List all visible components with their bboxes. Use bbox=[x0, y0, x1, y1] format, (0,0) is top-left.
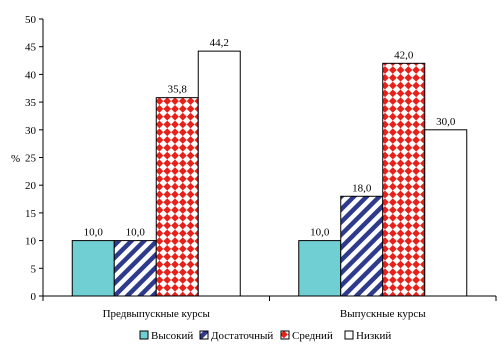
bar-1-1 bbox=[71, 240, 115, 297]
y-tick-label: 30 bbox=[25, 125, 37, 137]
data-label: 10,0 bbox=[126, 227, 146, 239]
axes: 0 5 10 15 20 25 30 35 40 45 50 Предвыпускные курсы В… bbox=[25, 14, 497, 320]
bar-3-2 bbox=[382, 62, 426, 297]
legend-swatch bbox=[199, 330, 209, 340]
y-tick-label: 50 bbox=[25, 14, 37, 26]
category-label: Предвыпускные курсы bbox=[103, 308, 211, 320]
category-label: Выпускные курсы bbox=[340, 308, 426, 320]
data-label: 44,2 bbox=[210, 37, 229, 49]
y-tick-label: 35 bbox=[25, 97, 37, 109]
legend-label: Высокий bbox=[151, 330, 193, 342]
data-label: 10,0 bbox=[84, 227, 104, 239]
y-tick-label: 20 bbox=[25, 180, 37, 192]
y-tick-label: 25 bbox=[25, 153, 37, 165]
y-tick-label: 15 bbox=[25, 208, 37, 220]
legend-label: Низкий bbox=[356, 330, 391, 342]
y-tick-label: 10 bbox=[25, 236, 37, 248]
data-label: 42,0 bbox=[394, 49, 414, 61]
bar-1-2 bbox=[298, 240, 342, 297]
bar-2-2 bbox=[340, 195, 384, 297]
y-axis-label: % bbox=[11, 153, 20, 165]
data-label: 30,0 bbox=[436, 116, 456, 128]
data-label: 35,8 bbox=[168, 84, 188, 96]
bar-3-1 bbox=[155, 97, 199, 297]
legend-label: Достаточный bbox=[211, 330, 273, 342]
bars bbox=[71, 50, 468, 297]
legend-swatch bbox=[139, 330, 149, 340]
legend-swatch bbox=[344, 330, 354, 340]
legend-label: Средний bbox=[292, 330, 333, 342]
bar-4-2 bbox=[424, 129, 468, 297]
y-tick-label: 45 bbox=[25, 42, 37, 54]
y-tick-label: 40 bbox=[25, 69, 37, 81]
y-tick-label: 0 bbox=[31, 291, 37, 303]
y-tick-label: 5 bbox=[31, 263, 37, 275]
value-labels: 10,0 10,0 35,8 44,2 10,0 18,0 42,0 30,0 bbox=[84, 37, 456, 238]
data-label: 10,0 bbox=[310, 227, 330, 239]
legend: Высокий Достаточный Средний Низкий bbox=[139, 330, 391, 342]
bar-4-1 bbox=[197, 50, 241, 297]
data-label: 18,0 bbox=[352, 182, 372, 194]
legend-swatch bbox=[280, 330, 290, 340]
bar-2-1 bbox=[113, 240, 157, 297]
